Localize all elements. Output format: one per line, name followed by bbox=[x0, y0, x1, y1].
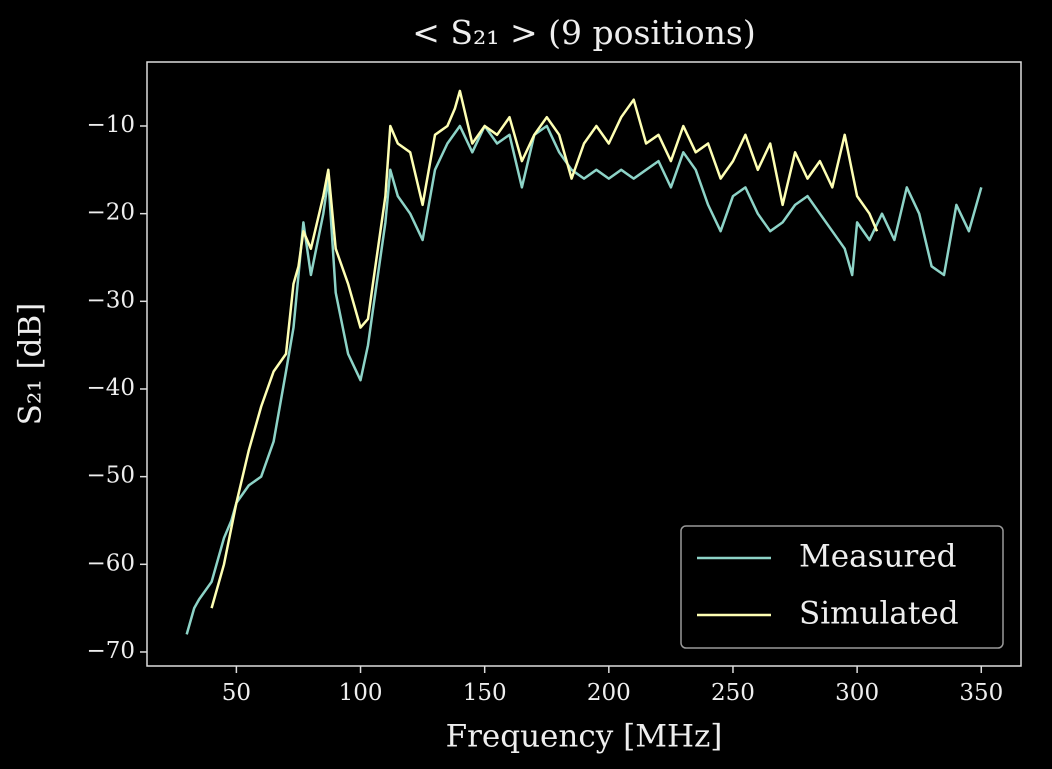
y-tick-label: −30 bbox=[86, 287, 135, 313]
x-tick-label: 250 bbox=[711, 680, 755, 706]
x-axis-label: Frequency [MHz] bbox=[446, 719, 723, 755]
data-line bbox=[210, 89, 879, 609]
data-line bbox=[185, 124, 983, 635]
legend-box bbox=[680, 525, 1004, 649]
y-tick-label: −40 bbox=[86, 375, 135, 401]
y-tick-label: −20 bbox=[86, 200, 135, 226]
y-tick-label: −70 bbox=[86, 638, 135, 664]
plot-frame bbox=[146, 61, 1022, 667]
legend-label: Simulated bbox=[799, 596, 959, 632]
y-tick-label: −50 bbox=[86, 463, 135, 489]
x-tick-label: 300 bbox=[835, 680, 879, 706]
x-tick-label: 50 bbox=[222, 680, 251, 706]
y-axis-label: S₂₁ [dB] bbox=[13, 303, 49, 426]
chart-title: < S₂₁ > (9 positions) bbox=[412, 13, 755, 52]
y-tick-label: −10 bbox=[86, 112, 135, 138]
y-tick-label: −60 bbox=[86, 550, 135, 576]
x-tick-label: 100 bbox=[339, 680, 383, 706]
x-tick-label: 200 bbox=[587, 680, 631, 706]
x-tick-label: 350 bbox=[959, 680, 1003, 706]
legend-label: Measured bbox=[799, 539, 956, 575]
x-tick-label: 150 bbox=[463, 680, 507, 706]
